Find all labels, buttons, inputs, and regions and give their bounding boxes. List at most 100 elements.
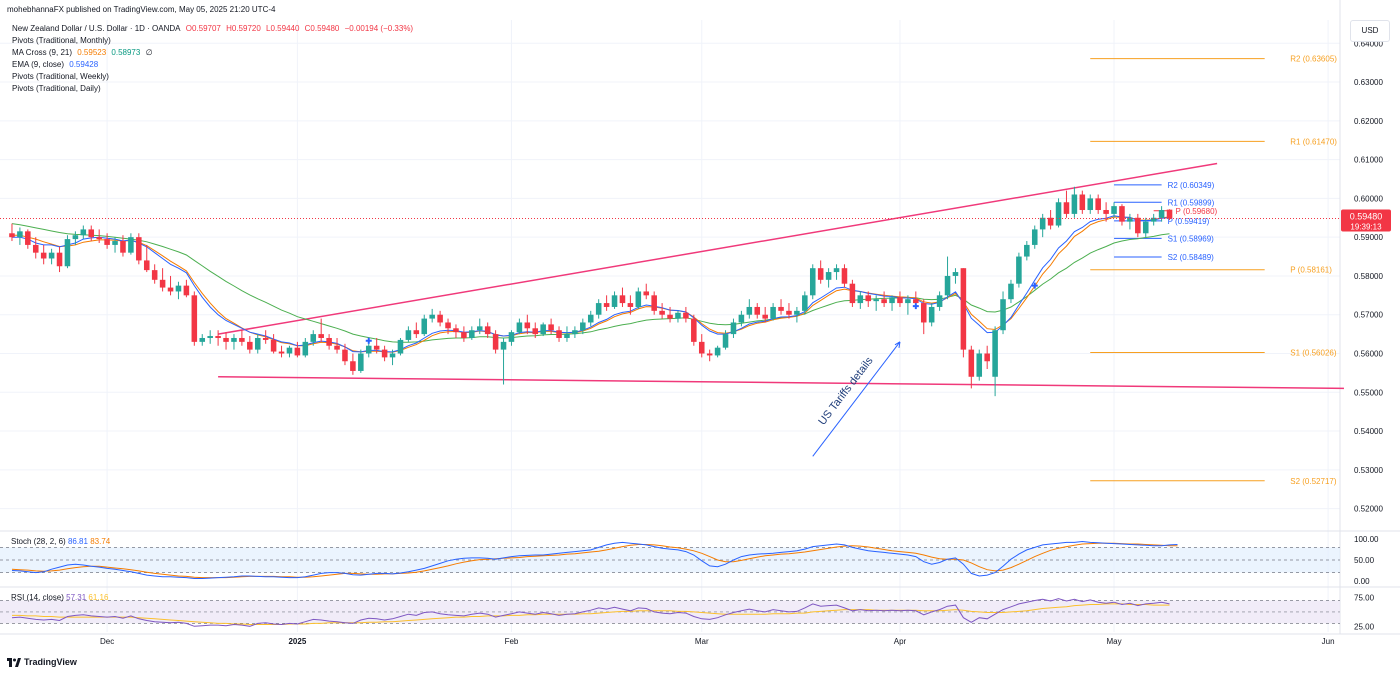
- candle-up: [1016, 256, 1022, 284]
- publisher-line: mohebhannaFX published on TradingView.co…: [7, 5, 276, 14]
- candle-down: [1047, 217, 1054, 226]
- candle-down: [691, 318, 697, 342]
- candle-up: [1031, 229, 1038, 245]
- pivot-weekly-label: P (0.59419): [1168, 217, 1210, 226]
- candle-up: [738, 314, 745, 323]
- ma-cross-marker: [365, 337, 372, 344]
- price-tick-label: 0.63000: [1354, 78, 1383, 87]
- candle-up: [572, 330, 578, 335]
- candle-down: [9, 233, 15, 238]
- candle-down: [96, 237, 102, 240]
- candle-up: [1071, 194, 1078, 214]
- annotation-arrow-head: [894, 341, 901, 348]
- candle-down: [643, 291, 650, 296]
- candle-up: [72, 235, 79, 240]
- candle-up: [429, 314, 435, 319]
- time-tick-label: 2025: [288, 637, 306, 646]
- pivot-weekly-label: R1 (0.59899): [1168, 198, 1215, 207]
- candle-down: [651, 295, 657, 311]
- ma-fast-line: [12, 216, 1170, 353]
- price-tick-label: 0.58000: [1354, 272, 1383, 281]
- legend-ma-cross[interactable]: MA Cross (9, 21) 0.59523 0.58973 ∅: [12, 48, 156, 57]
- candle-down: [968, 349, 975, 377]
- pivot-daily-label: P (0.59680): [1176, 207, 1218, 216]
- candle-up: [1024, 244, 1030, 257]
- candle-up: [175, 285, 182, 292]
- rsi-legend[interactable]: RSI (14, close) 57.31 61.16: [11, 593, 108, 602]
- candle-down: [778, 306, 784, 311]
- price-tag-bg: [1341, 209, 1391, 232]
- candle-down: [1095, 198, 1101, 211]
- trendline-lower: [218, 376, 1344, 390]
- price-tick-label: 0.60000: [1354, 194, 1383, 203]
- ohlc-open: O0.59707: [185, 24, 221, 33]
- price-tick-label: 0.57000: [1354, 311, 1383, 320]
- legend-pivots-daily[interactable]: Pivots (Traditional, Daily): [12, 84, 101, 93]
- candle-down: [786, 310, 792, 315]
- candle-down: [40, 252, 47, 259]
- candle-up: [1158, 210, 1165, 218]
- candle-down: [920, 303, 927, 323]
- ohlc-change: −0.00194 (−0.33%): [344, 24, 414, 33]
- candle-down: [913, 299, 919, 304]
- candle-up: [809, 268, 816, 296]
- time-tick-label: Jun: [1322, 637, 1335, 646]
- candle-up: [17, 231, 23, 238]
- candle-up: [389, 353, 396, 358]
- candle-up: [476, 326, 483, 331]
- pivot-weekly-label: R2 (0.60349): [1168, 181, 1215, 190]
- candle-down: [849, 283, 856, 304]
- legend-pivots-monthly[interactable]: Pivots (Traditional, Monthly): [12, 36, 111, 45]
- candle-down: [247, 341, 253, 350]
- candle-up: [770, 306, 776, 319]
- annotation-arrow: [812, 341, 901, 457]
- candle-down: [262, 337, 269, 340]
- candle-down: [659, 310, 665, 315]
- candle-up: [128, 237, 134, 253]
- stoch-legend[interactable]: Stoch (28, 2, 6) 86.81 83.74: [11, 537, 110, 546]
- candle-down: [136, 237, 142, 261]
- ma-cross-label: MA Cross (9, 21): [12, 48, 73, 57]
- price-tick-label: 0.56000: [1354, 349, 1383, 358]
- candle-up: [580, 322, 586, 331]
- candle-down: [151, 270, 158, 280]
- candle-up: [825, 272, 832, 280]
- candle-down: [1166, 209, 1173, 219]
- candle-down: [548, 324, 554, 331]
- legend-ema[interactable]: EMA (9, close) 0.59428: [12, 60, 101, 69]
- candle-up: [802, 295, 808, 311]
- ohlc-close: C0.59480: [304, 24, 340, 33]
- candle-up: [564, 334, 570, 338]
- stoch-k-line: [11, 540, 1178, 579]
- legend-pivots-weekly[interactable]: Pivots (Traditional, Weekly): [12, 72, 109, 81]
- candle-down: [350, 361, 356, 371]
- candle-down: [167, 287, 174, 292]
- candle-down: [960, 268, 967, 350]
- price-tag-value: 0.59480: [1350, 212, 1383, 222]
- pivot-weekly-label: S1 (0.58969): [1168, 234, 1215, 243]
- candle-down: [627, 303, 634, 307]
- price-tick-label: 0.54000: [1354, 427, 1383, 436]
- candle-up: [1055, 202, 1062, 226]
- candle-up: [358, 353, 364, 371]
- pivot-monthly-label: S1 (0.56026): [1290, 348, 1337, 357]
- candle-up: [397, 339, 404, 354]
- candle-up: [928, 306, 935, 323]
- candle-down: [143, 260, 150, 271]
- ema-value: 0.59428: [69, 60, 99, 69]
- currency-button[interactable]: USD: [1350, 20, 1390, 42]
- price-tick-label: 0.62000: [1354, 117, 1383, 126]
- tradingview-logo[interactable]: TradingView: [7, 657, 77, 667]
- candle-down: [453, 328, 459, 333]
- tradingview-wordmark: TradingView: [24, 657, 77, 667]
- stoch-tick-label: 0.00: [1354, 577, 1370, 586]
- candle-down: [223, 337, 229, 342]
- symbol-legend: New Zealand Dollar / U.S. Dollar · 1D · …: [12, 24, 416, 33]
- candle-up: [587, 314, 594, 323]
- candle-down: [342, 349, 348, 362]
- pivot-monthly-label: S2 (0.52717): [1290, 477, 1337, 486]
- candle-up: [1000, 299, 1006, 331]
- rsi-label: RSI (14, close): [11, 593, 64, 602]
- price-tick-label: 0.53000: [1354, 466, 1383, 475]
